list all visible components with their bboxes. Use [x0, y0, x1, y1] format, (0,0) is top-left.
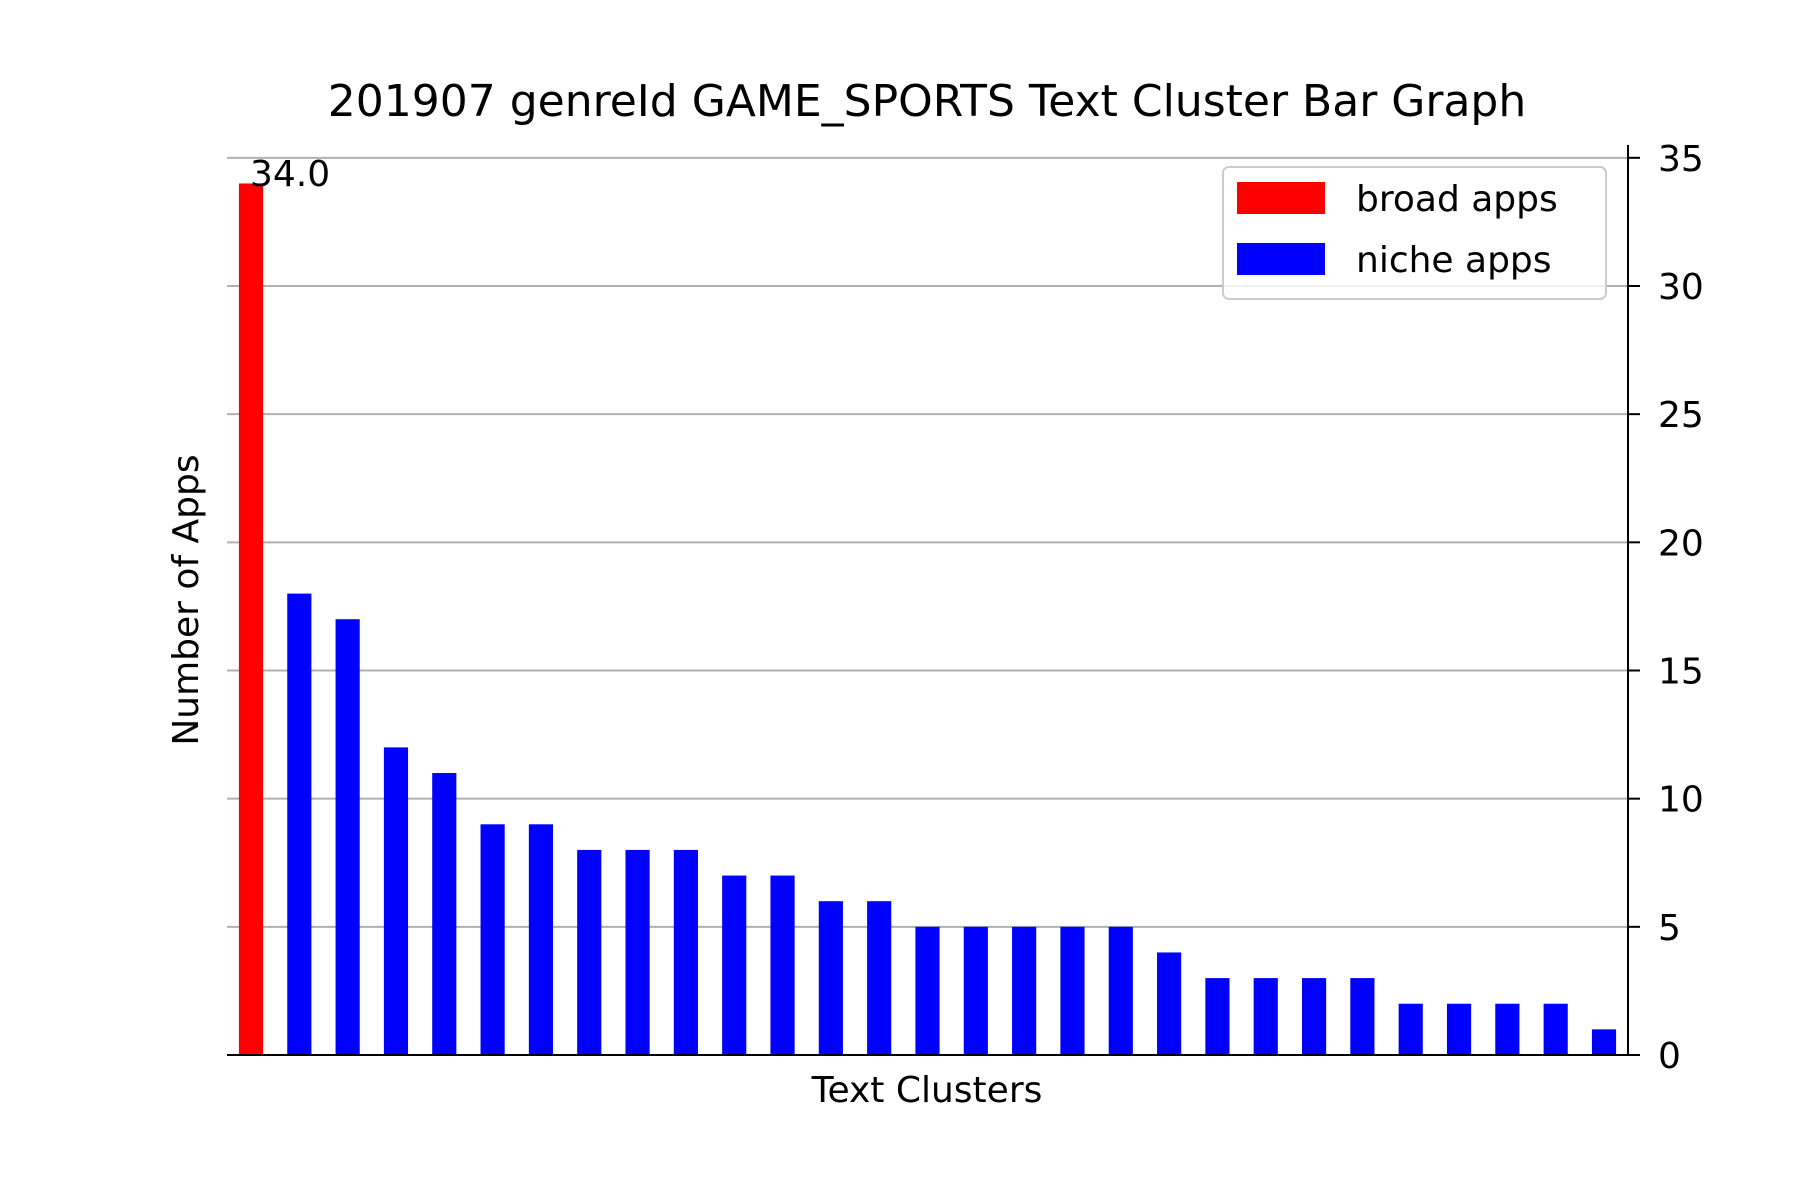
y-tick-label: 0 [1658, 1036, 1681, 1077]
y-tick-label: 10 [1658, 780, 1704, 821]
bar-niche-apps [1398, 1003, 1423, 1055]
bar-niche-apps [335, 619, 360, 1055]
gridlines [227, 156, 1628, 928]
bar-niche-apps [1253, 978, 1278, 1055]
bar-broad-apps [238, 183, 264, 1056]
bar-niche-apps [818, 901, 843, 1055]
legend: broad apps niche apps [1222, 166, 1607, 300]
bar-niche-apps [480, 824, 505, 1055]
bar-niche-apps [1060, 926, 1085, 1055]
y-tick-label: 20 [1658, 523, 1704, 564]
bar-niche-apps [1543, 1003, 1568, 1055]
bar-niche-apps [1350, 978, 1375, 1055]
legend-label-niche-apps: niche apps [1356, 240, 1552, 281]
y-tick-label: 30 [1658, 267, 1704, 308]
bars [238, 183, 1617, 1056]
y-tick-label: 5 [1658, 908, 1681, 949]
bar-niche-apps [528, 824, 554, 1055]
axes [227, 145, 1629, 1056]
bar-niche-apps [1301, 978, 1327, 1055]
y-tick-label: 25 [1658, 395, 1704, 436]
x-axis-label: Text Clusters [811, 1070, 1043, 1111]
bar-niche-apps [673, 849, 698, 1055]
bar-niche-apps [432, 773, 457, 1055]
legend-label-broad-apps: broad apps [1356, 179, 1558, 220]
y-tick-label: 15 [1658, 651, 1704, 692]
bar-niche-apps [1495, 1003, 1520, 1055]
bar-niche-apps [915, 926, 940, 1055]
bar-niche-apps [963, 926, 988, 1055]
bar-niche-apps [577, 849, 602, 1055]
chart-title: 201907 genreId GAME_SPORTS Text Cluster … [328, 76, 1526, 127]
bar-niche-apps [625, 849, 650, 1055]
y-ticks: 0 5 10 15 20 25 30 35 [1628, 139, 1704, 1077]
bar-niche-apps [287, 593, 312, 1055]
bar-annotation: 34.0 [250, 154, 330, 195]
bar-niche-apps [722, 875, 747, 1055]
bar-niche-apps [1108, 926, 1133, 1055]
bar-niche-apps [1157, 952, 1182, 1055]
bar-niche-apps [383, 747, 409, 1055]
bar-niche-apps [867, 901, 892, 1055]
legend-swatch-broad-apps [1237, 182, 1325, 214]
y-axis-label: Number of Apps [166, 454, 207, 745]
legend-swatch-niche-apps [1237, 243, 1325, 275]
bar-niche-apps [1446, 1003, 1472, 1055]
bar-niche-apps [1012, 926, 1037, 1055]
bar-niche-apps [770, 875, 795, 1055]
bar-niche-apps [1205, 978, 1230, 1055]
bar-niche-apps [1591, 1029, 1617, 1055]
y-tick-label: 35 [1658, 139, 1704, 180]
